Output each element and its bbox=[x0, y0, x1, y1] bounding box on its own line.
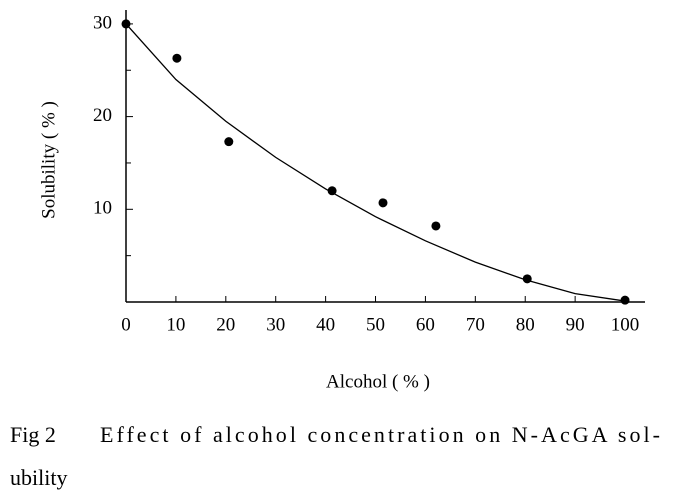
caption-line: Effect of alcohol concentration on N-AcG… bbox=[100, 422, 660, 447]
caption-label: Fig 2 bbox=[10, 422, 56, 447]
y-tick-label: 30 bbox=[93, 12, 112, 33]
y-tick-label: 10 bbox=[93, 198, 112, 219]
data-point bbox=[431, 221, 441, 231]
data-point bbox=[224, 137, 234, 147]
x-tick-label: 30 bbox=[266, 314, 285, 335]
y-tick-label: 20 bbox=[93, 105, 112, 126]
y-axis-label: Solubility ( % ) bbox=[38, 101, 59, 219]
x-tick-label: 60 bbox=[416, 314, 435, 335]
x-tick-label: 20 bbox=[216, 314, 235, 335]
data-point bbox=[327, 186, 337, 196]
x-tick-label: 100 bbox=[611, 314, 640, 335]
x-tick-label: 70 bbox=[466, 314, 485, 335]
x-axis-label: Alcohol ( % ) bbox=[326, 371, 430, 392]
fit-curve bbox=[125, 23, 626, 302]
data-point bbox=[172, 53, 182, 63]
x-tick-label: 90 bbox=[566, 314, 585, 335]
data-point bbox=[121, 19, 131, 29]
data-point bbox=[620, 295, 630, 305]
caption-line: ubility bbox=[10, 465, 67, 490]
data-point bbox=[378, 198, 388, 208]
x-tick-label: 80 bbox=[516, 314, 535, 335]
x-tick-label: 0 bbox=[121, 314, 131, 335]
x-tick-label: 50 bbox=[366, 314, 385, 335]
x-tick-label: 10 bbox=[166, 314, 185, 335]
data-point bbox=[522, 274, 532, 284]
x-tick-label: 40 bbox=[316, 314, 335, 335]
